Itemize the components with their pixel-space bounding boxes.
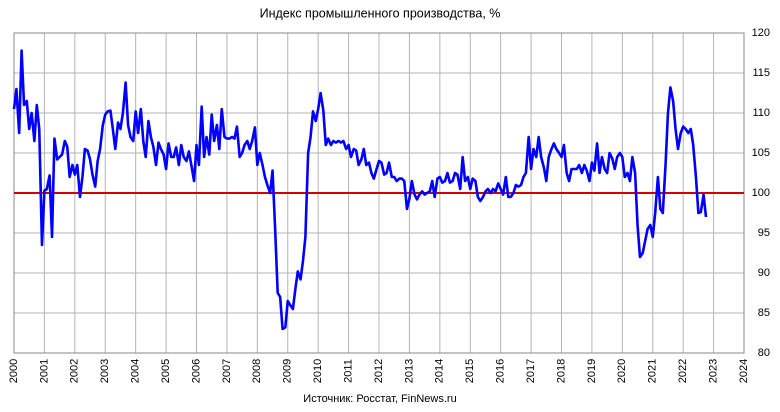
chart-title: Индекс промышленного производства, % [260, 6, 501, 20]
y-tick-label: 85 [758, 307, 770, 319]
y-tick-label: 80 [758, 347, 770, 359]
x-tick-label: 2011 [342, 359, 354, 383]
x-tick-label: 2003 [99, 359, 111, 383]
x-tick-label: 2000 [8, 359, 20, 383]
source-note: Источник: Росстат, FinNews.ru [303, 393, 456, 405]
y-tick-label: 100 [752, 187, 770, 199]
x-tick-label: 2005 [160, 359, 172, 383]
y-tick-label: 115 [752, 67, 770, 79]
x-tick-label: 2012 [373, 359, 385, 383]
x-tick-label: 2006 [190, 359, 202, 383]
x-tick-label: 2014 [434, 359, 446, 383]
y-tick-label: 95 [758, 227, 770, 239]
x-tick-label: 2001 [38, 359, 50, 383]
x-tick-label: 2023 [707, 359, 719, 383]
x-tick-label: 2018 [555, 359, 567, 383]
y-tick-label: 110 [752, 107, 770, 119]
x-tick-label: 2004 [130, 359, 142, 383]
x-tick-label: 2021 [647, 359, 659, 383]
x-tick-label: 2009 [282, 359, 294, 383]
x-tick-label: 2002 [69, 359, 81, 383]
x-tick-label: 2016 [495, 359, 507, 383]
y-tick-label: 120 [752, 27, 770, 39]
data-line [12, 49, 708, 331]
x-tick-label: 2020 [616, 359, 628, 383]
y-tick-label: 90 [758, 267, 770, 279]
y-tick-label: 105 [752, 147, 770, 159]
x-tick-label: 2007 [221, 359, 233, 383]
x-tick-label: 2017 [525, 359, 537, 383]
x-tick-label: 2024 [738, 359, 750, 383]
x-tick-label: 2013 [403, 359, 415, 383]
x-tick-label: 2019 [586, 359, 598, 383]
x-tick-label: 2022 [677, 359, 689, 383]
x-tick-label: 2010 [312, 359, 324, 383]
x-tick-label: 2008 [251, 359, 263, 383]
x-tick-label: 2015 [464, 359, 476, 383]
